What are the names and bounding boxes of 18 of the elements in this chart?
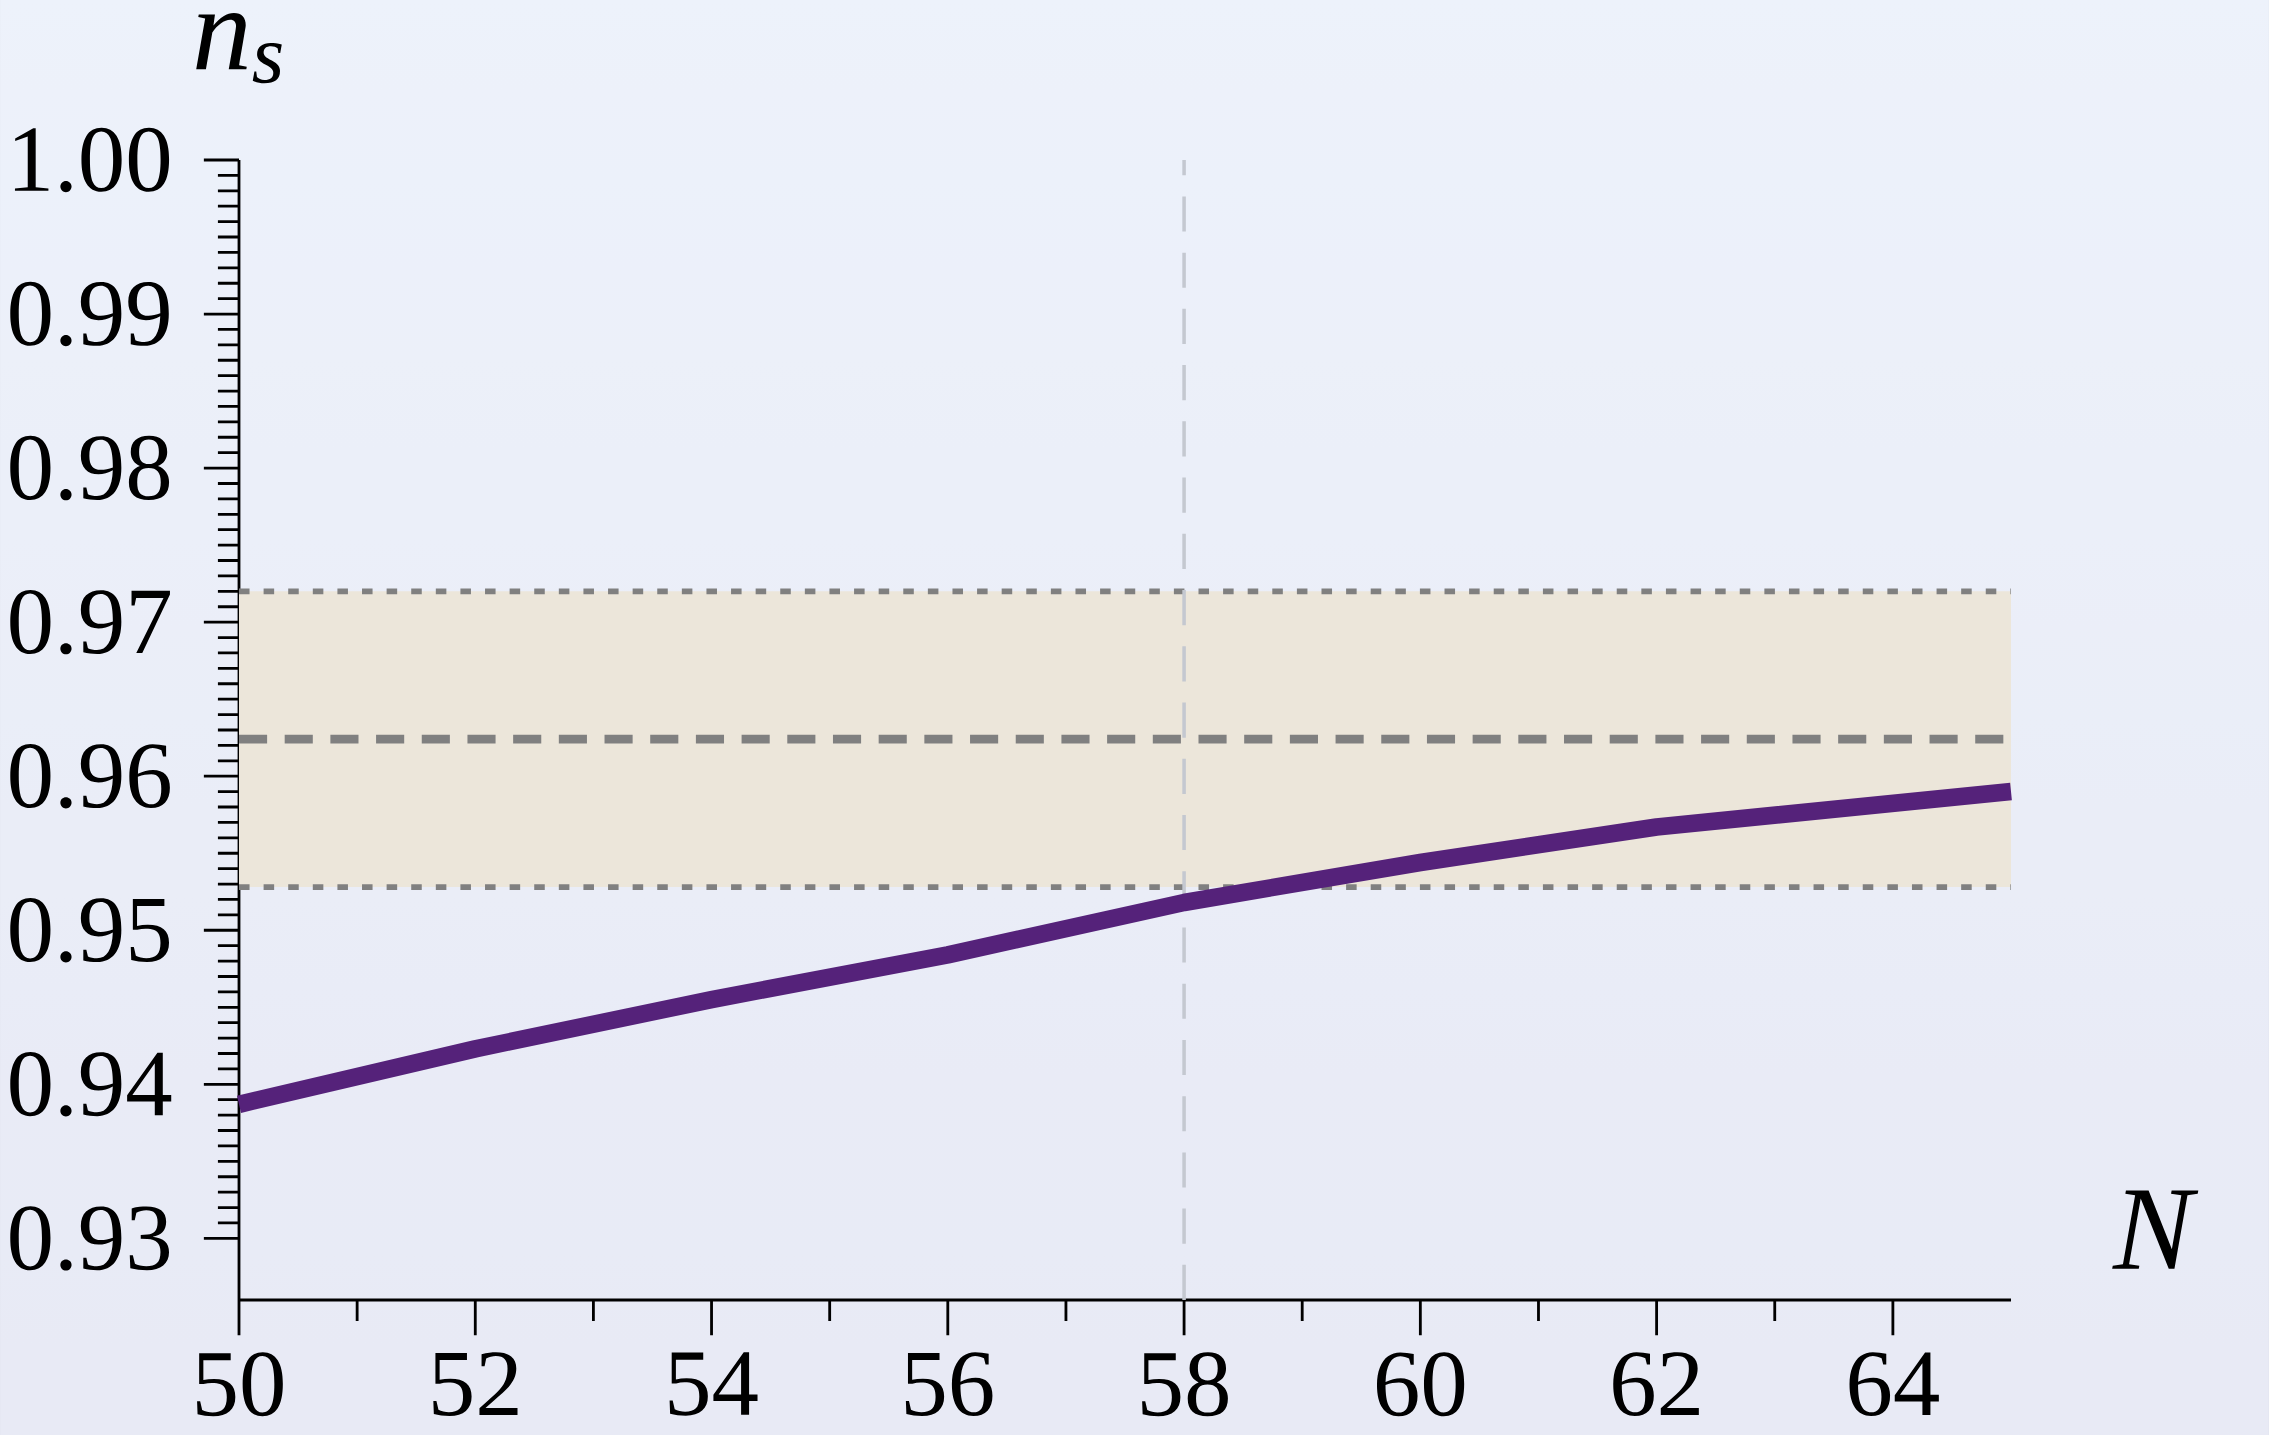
x-tick-label: 56	[905, 1352, 993, 1416]
x-tick-label: 50	[197, 1352, 283, 1417]
y-axis-title: n$_{s}$	[196, 12, 282, 84]
y-tick-label: 0.97	[10, 589, 170, 655]
x-tick-label: 58	[1142, 1352, 1228, 1417]
y-tick-label: 0.98	[10, 435, 170, 501]
y-tick-label: 0.96	[10, 743, 170, 809]
y-tick-label: 0.99	[10, 281, 169, 347]
y-tick-label: 0.93	[10, 1206, 170, 1271]
x-axis-title: N	[2112, 1190, 2199, 1269]
y-tick-label: 0.95	[10, 898, 170, 963]
y-tick-label: 0.94	[10, 1052, 172, 1117]
x-tick-label: 60	[1376, 1352, 1465, 1417]
x-tick-label: 64	[1849, 1352, 1939, 1416]
y-tick-label: 1.00	[14, 127, 170, 193]
x-tick-label: 54	[669, 1352, 758, 1416]
x-tick-label: 52	[433, 1352, 518, 1416]
x-tick-label: 62	[1613, 1352, 1699, 1416]
